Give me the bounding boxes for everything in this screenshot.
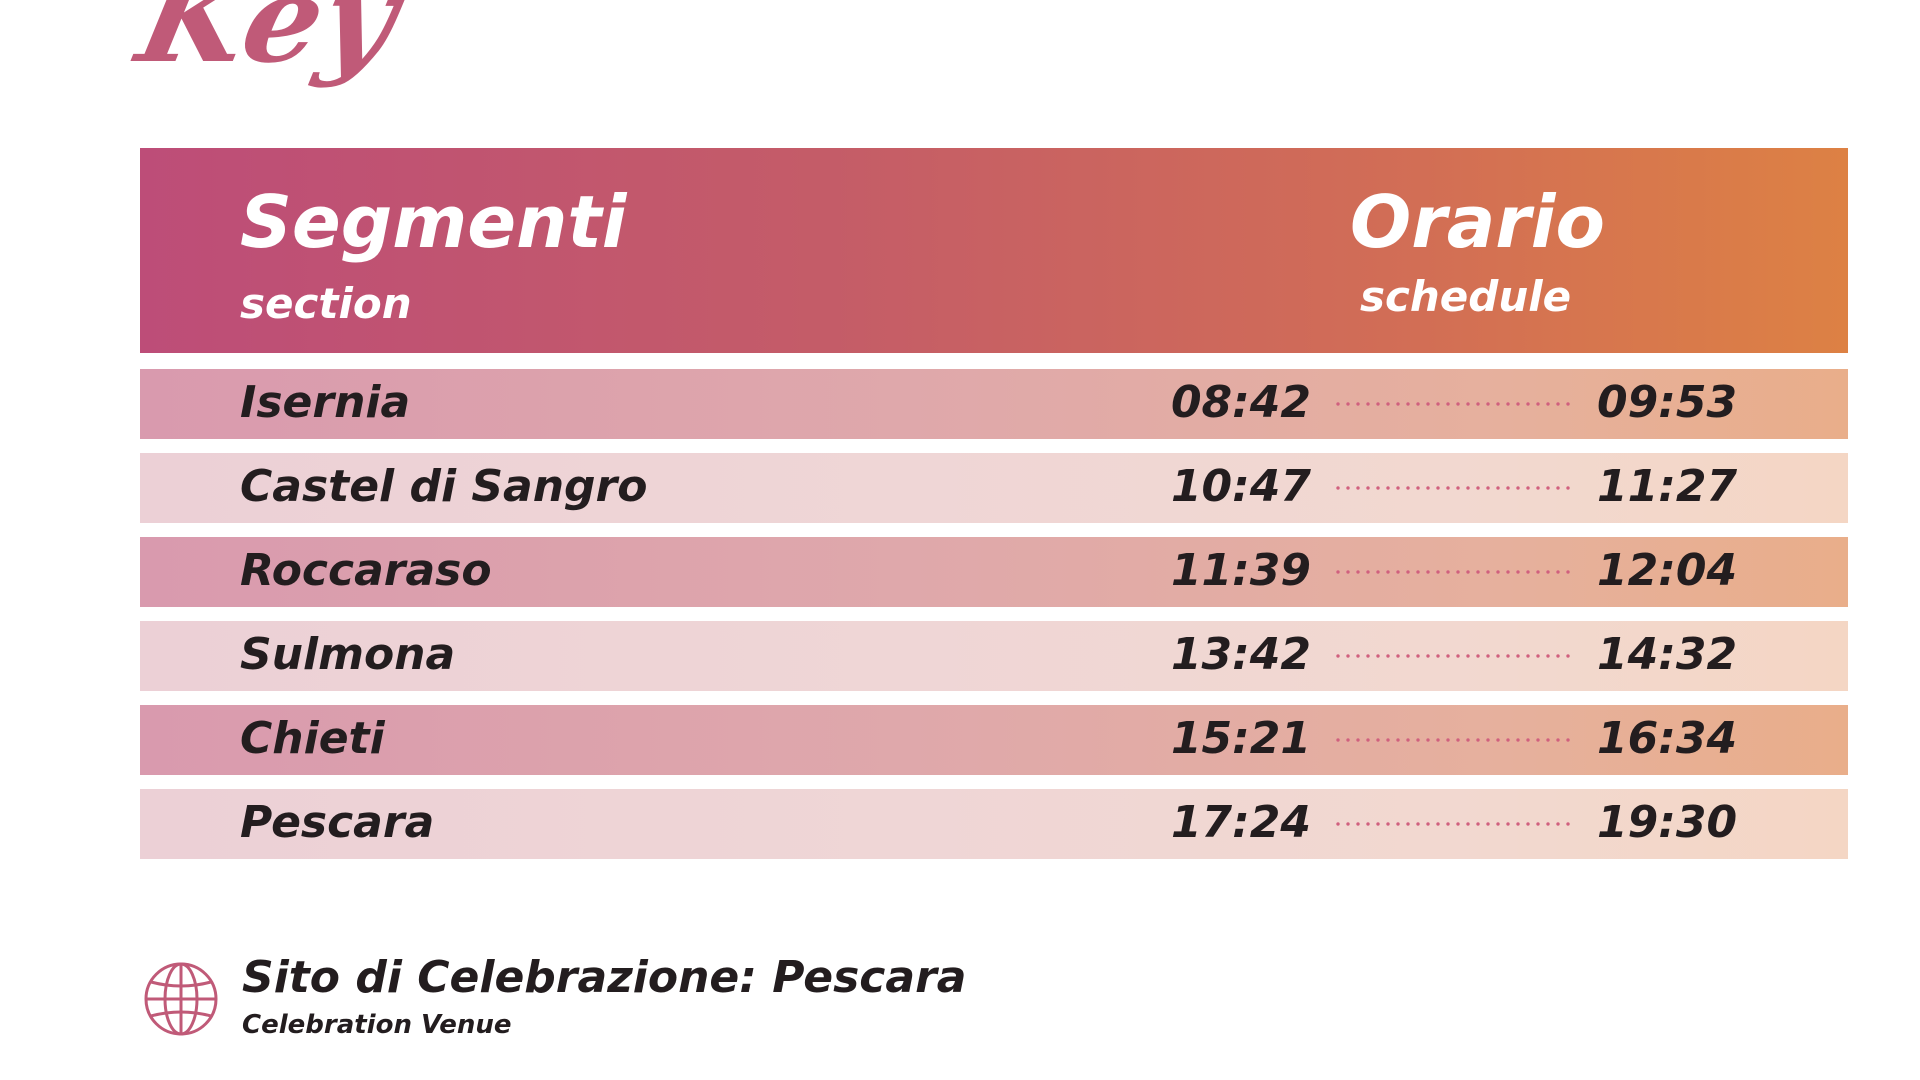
venue-title: Sito di Celebrazione: Pescara <box>242 952 967 1003</box>
end-time: 09:53 <box>1597 377 1738 428</box>
globe-icon <box>144 962 218 1036</box>
segment-name: Roccaraso <box>240 545 492 596</box>
venue-subtitle: Celebration Venue <box>242 1010 512 1040</box>
table-body: Isernia 08:42 09:53 Castel di Sangro 10:… <box>140 369 1848 859</box>
start-time: 11:39 <box>1170 545 1311 596</box>
segment-name: Castel di Sangro <box>240 461 648 512</box>
table-row: Chieti 15:21 16:34 <box>140 705 1848 775</box>
dotted-connector <box>1333 822 1573 826</box>
schedule-title: Orario <box>1350 180 1605 264</box>
dotted-connector <box>1333 486 1573 490</box>
start-time: 13:42 <box>1170 629 1311 680</box>
segments-title: Segmenti <box>240 180 627 264</box>
end-time: 12:04 <box>1597 545 1738 596</box>
table-header: Segmenti section Orario schedule <box>140 148 1848 353</box>
start-time: 17:24 <box>1170 797 1311 848</box>
dotted-connector <box>1333 654 1573 658</box>
start-time: 10:47 <box>1170 461 1311 512</box>
start-time: 08:42 <box>1170 377 1311 428</box>
segment-name: Pescara <box>240 797 435 848</box>
end-time: 11:27 <box>1597 461 1738 512</box>
schedule-subtitle: schedule <box>1360 272 1572 321</box>
end-time: 14:32 <box>1597 629 1738 680</box>
segment-name: Chieti <box>240 713 385 764</box>
dotted-connector <box>1333 738 1573 742</box>
dotted-connector <box>1333 570 1573 574</box>
segments-subtitle: section <box>240 279 412 328</box>
start-time: 15:21 <box>1170 713 1311 764</box>
dotted-connector <box>1333 402 1573 406</box>
end-time: 19:30 <box>1597 797 1738 848</box>
schedule-table: Segmenti section Orario schedule Isernia… <box>140 148 1848 873</box>
key-title: Key <box>127 0 411 90</box>
segment-name: Sulmona <box>240 629 456 680</box>
table-row: Pescara 17:24 19:30 <box>140 789 1848 859</box>
table-row: Sulmona 13:42 14:32 <box>140 621 1848 691</box>
segment-name: Isernia <box>240 377 411 428</box>
table-row: Castel di Sangro 10:47 11:27 <box>140 453 1848 523</box>
venue-info: Sito di Celebrazione: Pescara Celebratio… <box>142 952 1042 1052</box>
table-row: Roccaraso 11:39 12:04 <box>140 537 1848 607</box>
end-time: 16:34 <box>1597 713 1738 764</box>
table-row: Isernia 08:42 09:53 <box>140 369 1848 439</box>
